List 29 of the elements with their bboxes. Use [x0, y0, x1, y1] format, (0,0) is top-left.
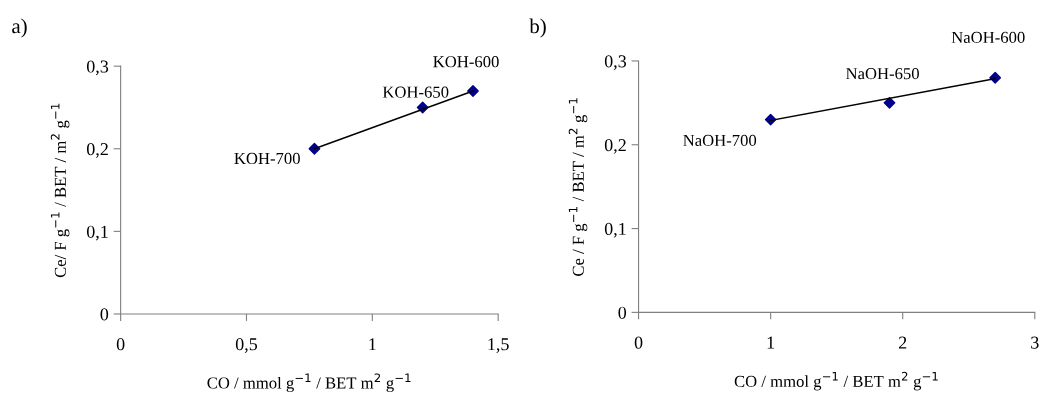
point	[883, 96, 896, 109]
x-tick-label: 0	[634, 336, 643, 349]
y-tick-label: 0,2	[86, 143, 108, 158]
y-tick-label: 0,1	[86, 225, 108, 241]
x-tick-label: 0	[116, 338, 125, 351]
x-tick-label: 1,5	[488, 338, 509, 353]
y-tick-label: 0,2	[604, 139, 626, 154]
x-tick-label: 3	[1031, 336, 1039, 349]
x-axis-title: CO / mmol g$^{−1}$ / BET m$^{2}$ g$^{−1}$	[734, 371, 938, 391]
annotation: NaOH-700	[683, 134, 757, 147]
annotation: KOH-600	[433, 56, 499, 68]
x-axis-title: CO / mmol g$^{−1}$ / BET m$^{2}$ g$^{−1}$	[207, 373, 411, 393]
chart-title: a)	[12, 18, 27, 38]
annotation: NaOH-600	[951, 31, 1025, 43]
y-axis-title: Ce / F g$^{−1}$ / BET / m$^{2}$ g$^{−1}$	[568, 98, 588, 276]
y-tick-label: 0,1	[604, 222, 626, 238]
annotation: KOH-650	[382, 86, 449, 98]
annotation: NaOH-650	[846, 68, 919, 80]
x-tick-label: 1	[767, 336, 775, 349]
x-tick-label: 1	[369, 338, 376, 351]
y-tick-label: 0	[100, 308, 109, 321]
chart-title: b)	[529, 18, 546, 38]
annotation: KOH-700	[234, 152, 300, 165]
y-tick-label: 0,3	[86, 60, 109, 76]
y-tick-label: 0	[618, 306, 627, 319]
y-tick-label: 0,3	[604, 55, 627, 70]
y-axis-title: Ce/ F g$^{−1}$ / BET / m$^{2}$ g$^{−1}$	[50, 103, 70, 278]
x-tick-label: 0,5	[235, 338, 258, 353]
x-tick-label: 2	[899, 336, 907, 349]
